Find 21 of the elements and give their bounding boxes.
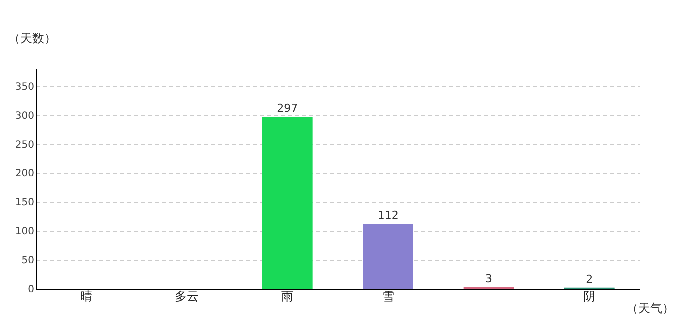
x-axis-title: （天气） [626, 302, 674, 316]
bar [262, 117, 313, 289]
x-tick-label: 阴 [584, 290, 596, 304]
y-tick-label: 0 [28, 284, 34, 296]
data-label: 2 [586, 272, 594, 286]
x-tick-label: 晴 [80, 290, 92, 304]
x-tick-label: 雨 [282, 290, 294, 304]
y-tick-label: 300 [15, 110, 34, 122]
y-tick-label: 50 [22, 256, 34, 267]
y-axis-title: （天数） [8, 32, 56, 46]
y-tick-label: 150 [15, 198, 34, 209]
y-tick-label: 250 [15, 140, 34, 151]
data-label: 3 [486, 272, 492, 286]
y-tick-label: 350 [15, 82, 34, 93]
y-tick-label: 200 [15, 168, 34, 180]
data-label: 297 [277, 102, 298, 116]
bar [363, 224, 414, 289]
data-label: 112 [378, 209, 399, 222]
x-tick-label: 多云 [175, 290, 199, 304]
y-tick-label: 100 [15, 226, 34, 238]
x-tick-label: 雪 [382, 290, 394, 304]
